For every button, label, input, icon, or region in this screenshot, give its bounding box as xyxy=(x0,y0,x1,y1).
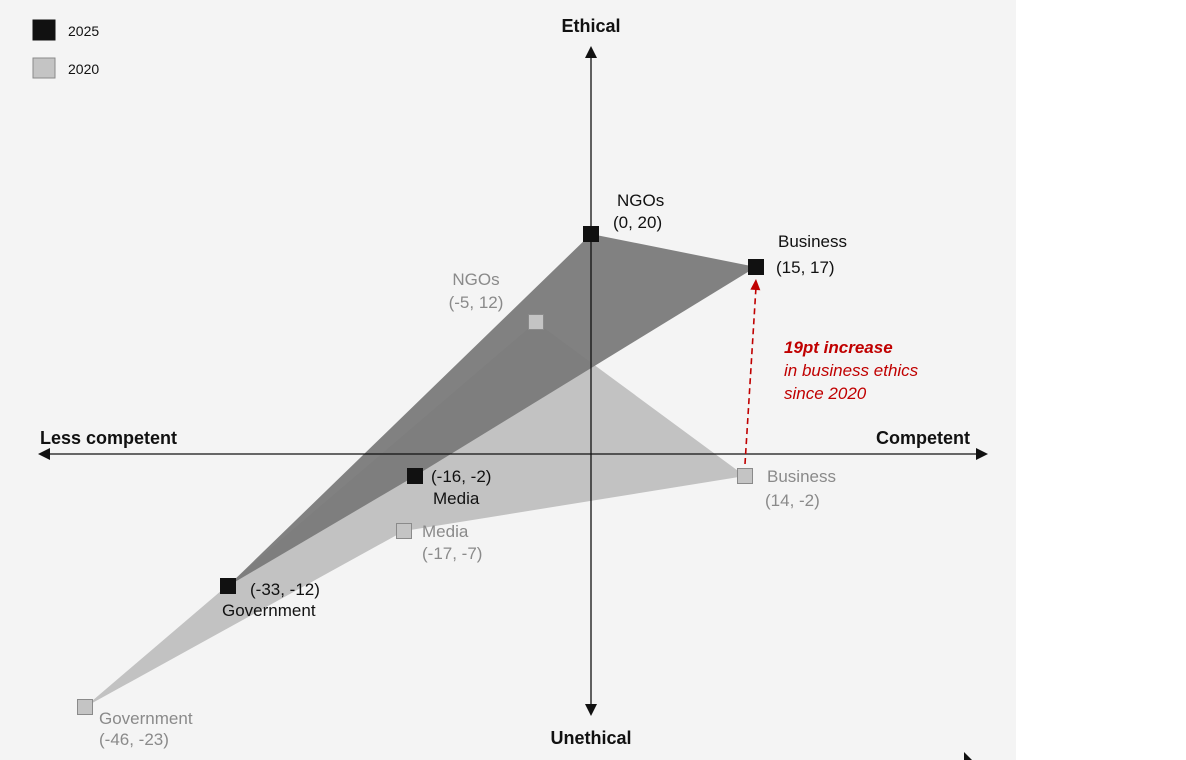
x-negative-label: Less competent xyxy=(40,428,177,448)
annotation-line-2: in business ethics xyxy=(784,361,919,380)
y-axis-arrow-top xyxy=(585,46,597,58)
area-2025 xyxy=(228,234,756,586)
label-2025-government-coord: (-33, -12) xyxy=(250,580,320,599)
label-2025-business-coord: (15, 17) xyxy=(776,258,835,277)
stray-arrow-glyph xyxy=(964,752,972,760)
label-2025-ngos-coord: (0, 20) xyxy=(613,213,662,232)
label-2020-ngos-coord: (-5, 12) xyxy=(449,293,504,312)
annotation-line-3: since 2020 xyxy=(784,384,867,403)
label-2025-government-name: Government xyxy=(222,601,316,620)
annotation-line-1: 19pt increase xyxy=(784,338,893,357)
series-areas xyxy=(85,234,756,707)
label-2025-ngos-name: NGOs xyxy=(617,191,664,210)
annotation-arrow-line xyxy=(744,286,757,465)
point-2025-government xyxy=(220,578,236,594)
y-negative-label: Unethical xyxy=(550,728,631,748)
label-2020-business-coord: (14, -2) xyxy=(765,491,820,510)
label-2025-media-name: Media xyxy=(433,489,480,508)
x-axis-arrow-right xyxy=(976,448,988,460)
point-2020-government xyxy=(77,699,93,715)
point-2020-media xyxy=(396,523,412,539)
point-2025-ngos xyxy=(583,226,599,242)
legend-label-2025: 2025 xyxy=(68,23,99,39)
label-2020-ngos-name: NGOs xyxy=(452,270,499,289)
label-2020-business-name: Business xyxy=(767,467,836,486)
label-2020-media-coord: (-17, -7) xyxy=(422,544,482,563)
x-axis-arrow-left xyxy=(38,448,50,460)
point-2020-business xyxy=(737,468,753,484)
point-2025-business xyxy=(748,259,764,275)
x-positive-label: Competent xyxy=(876,428,970,448)
area-2020 xyxy=(85,322,745,707)
y-positive-label: Ethical xyxy=(561,16,620,36)
legend-swatch-2020 xyxy=(32,57,56,79)
label-2025-media-coord: (-16, -2) xyxy=(431,467,491,486)
legend: 2025 2020 xyxy=(32,19,99,79)
data-points xyxy=(77,226,764,715)
legend-label-2020: 2020 xyxy=(68,61,99,77)
label-2020-government-coord: (-46, -23) xyxy=(99,730,169,749)
legend-swatch-2025 xyxy=(32,19,56,41)
point-labels: NGOs (0, 20) Business (15, 17) Media (-16, -2… xyxy=(99,191,847,749)
y-axis-arrow-bottom xyxy=(585,704,597,716)
label-2025-business-name: Business xyxy=(778,232,847,251)
annotation-arrow-head xyxy=(750,279,761,291)
point-2025-media xyxy=(407,468,423,484)
label-2020-media-name: Media xyxy=(422,522,469,541)
point-2020-ngos xyxy=(528,314,544,330)
label-2020-government-name: Government xyxy=(99,709,193,728)
axes xyxy=(38,46,988,760)
annotation: 19pt increase in business ethics since 2… xyxy=(744,279,919,465)
